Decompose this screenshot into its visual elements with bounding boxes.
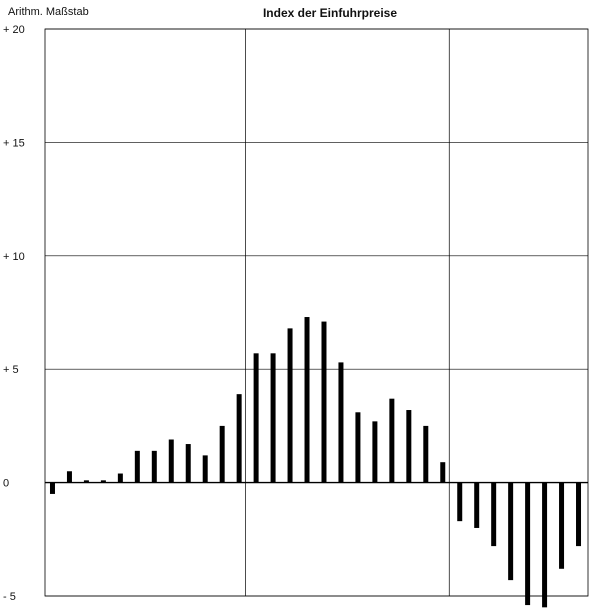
bar <box>287 328 293 483</box>
bar <box>372 421 378 483</box>
bar <box>168 439 174 483</box>
bar <box>440 462 446 483</box>
bar <box>100 480 106 483</box>
bar <box>474 482 480 528</box>
bar <box>389 398 395 483</box>
bar <box>270 353 276 483</box>
bar <box>338 362 344 483</box>
bar <box>49 482 55 494</box>
bar <box>542 482 548 608</box>
y-tick-label: + 10 <box>3 251 25 263</box>
bar <box>423 425 429 483</box>
bar <box>304 317 310 483</box>
scale-label: Arithm. Maßstab <box>8 6 89 18</box>
plot-frame <box>44 28 589 597</box>
bar <box>236 394 242 483</box>
y-tick-label: - 5 <box>3 591 16 603</box>
bar <box>185 444 191 483</box>
y-tick-label: + 15 <box>3 137 25 149</box>
y-tick-label: 0 <box>3 478 9 490</box>
bar <box>66 471 72 483</box>
bar <box>134 450 140 483</box>
bar <box>457 482 463 522</box>
chart-title: Index der Einfuhrpreise <box>262 6 398 20</box>
bar <box>406 410 412 483</box>
bar <box>83 480 89 483</box>
bar <box>151 450 157 483</box>
bar <box>508 482 514 581</box>
bar <box>117 473 123 483</box>
bar <box>253 353 259 483</box>
bar <box>576 482 582 547</box>
bar <box>559 482 565 569</box>
bar <box>202 455 208 483</box>
bar <box>491 482 497 547</box>
bar <box>321 321 327 483</box>
y-tick-label: + 5 <box>3 364 19 376</box>
bar <box>219 425 225 483</box>
bar <box>525 482 531 606</box>
y-tick-label: + 20 <box>3 24 25 36</box>
bar <box>355 412 361 483</box>
